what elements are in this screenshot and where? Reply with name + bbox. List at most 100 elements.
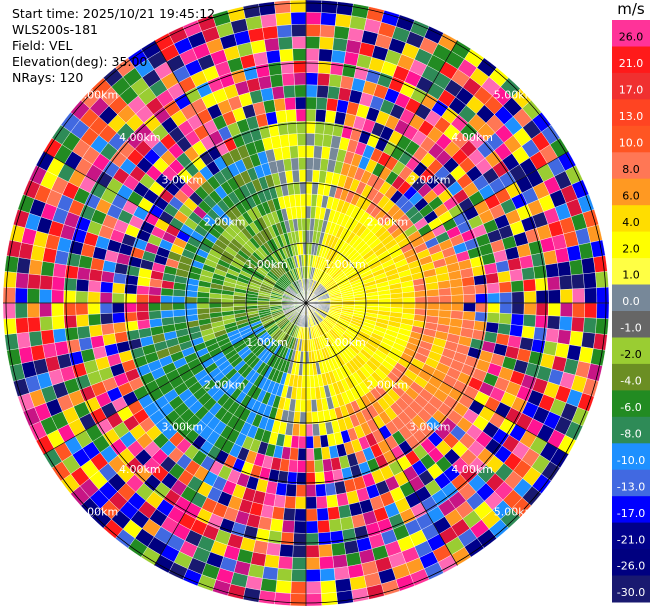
radar-gate bbox=[267, 530, 283, 545]
radar-gate bbox=[326, 97, 339, 112]
radar-gate bbox=[2, 286, 16, 304]
range-ring-label: 5.00km bbox=[77, 506, 119, 519]
radar-gate bbox=[305, 448, 315, 461]
radar-gate bbox=[534, 277, 549, 292]
radar-gate bbox=[137, 319, 151, 330]
radar-gate bbox=[288, 133, 298, 147]
radar-gate bbox=[333, 566, 350, 581]
radar-gate bbox=[100, 312, 114, 325]
radar-gate bbox=[63, 314, 78, 329]
colorbar-tick-label: 13.0 bbox=[619, 110, 644, 123]
radar-gate bbox=[510, 313, 525, 326]
radar-gate bbox=[328, 73, 343, 88]
radar-gate bbox=[331, 542, 347, 557]
radar-gate bbox=[310, 399, 318, 413]
radar-gate bbox=[305, 484, 317, 498]
radar-gate bbox=[271, 85, 285, 100]
radar-gate bbox=[27, 273, 41, 290]
range-ring-label: 4.00km bbox=[119, 463, 161, 476]
radar-gate bbox=[136, 293, 149, 304]
radar-gate bbox=[297, 448, 307, 461]
radar-gate bbox=[584, 302, 598, 319]
radar-gate bbox=[438, 295, 452, 304]
radar-gate bbox=[593, 255, 608, 273]
radar-gate bbox=[337, 504, 352, 519]
radar-gate bbox=[265, 49, 281, 64]
radar-gate bbox=[260, 578, 278, 593]
radar-gate bbox=[497, 323, 512, 336]
radar-gate bbox=[329, 61, 345, 76]
radar-gate bbox=[88, 324, 103, 338]
radar-gate bbox=[75, 278, 90, 292]
radar-gate bbox=[290, 581, 307, 595]
radar-gate bbox=[233, 302, 246, 307]
radar-gate bbox=[511, 291, 525, 304]
radar-gate bbox=[172, 309, 186, 318]
radar-gate bbox=[343, 539, 360, 555]
radar-gate bbox=[507, 257, 522, 272]
radar-gate bbox=[51, 302, 65, 317]
radar-gate bbox=[294, 508, 307, 522]
colorbar-tick-label: -26.0 bbox=[617, 560, 645, 573]
radar-gate bbox=[99, 302, 113, 314]
radar-gate bbox=[521, 266, 536, 281]
radar-gate bbox=[39, 288, 52, 304]
radar-gate bbox=[583, 317, 597, 334]
radar-gate bbox=[87, 291, 101, 304]
colorbar-tick-label: -30.0 bbox=[617, 586, 645, 599]
colorbar-tick-label: -1.0 bbox=[620, 322, 641, 335]
range-ring-label: 1.00km bbox=[324, 336, 366, 349]
radar-gate bbox=[571, 316, 585, 333]
radar-gate bbox=[294, 193, 302, 207]
radar-gate bbox=[6, 348, 22, 367]
radar-gate bbox=[522, 314, 537, 328]
radar-gate bbox=[16, 257, 31, 275]
radar-gate bbox=[293, 532, 307, 546]
range-ring-label: 5.00km bbox=[494, 506, 536, 519]
radar-gate bbox=[27, 302, 40, 318]
radar-gate bbox=[276, 568, 293, 582]
radar-gate bbox=[252, 539, 269, 555]
colorbar-tick-label: 4.0 bbox=[622, 216, 640, 229]
radar-gate bbox=[510, 280, 525, 293]
radar-gate bbox=[305, 0, 323, 13]
radar-gate bbox=[336, 590, 354, 605]
radar-gate bbox=[319, 568, 336, 582]
radar-gate bbox=[485, 272, 500, 285]
radar-gate bbox=[523, 302, 537, 316]
radar-gate bbox=[301, 218, 307, 231]
range-ring-label: 3.00km bbox=[409, 173, 451, 186]
colorbar-tick-label: -8.0 bbox=[620, 428, 641, 441]
radar-gate bbox=[542, 340, 558, 357]
radar-gate bbox=[112, 312, 126, 324]
range-ring-label: 2.00km bbox=[367, 216, 409, 229]
radar-gate bbox=[328, 518, 343, 533]
radar-gate bbox=[75, 302, 89, 316]
radar-gate bbox=[148, 310, 162, 320]
radar-gate bbox=[172, 302, 186, 311]
radar-gate bbox=[295, 206, 302, 219]
radar-gate bbox=[148, 286, 162, 296]
radar-gate bbox=[499, 292, 513, 304]
radar-gate bbox=[461, 276, 475, 287]
radar-gate bbox=[312, 435, 322, 449]
radar-gate bbox=[462, 285, 476, 295]
radar-gate bbox=[339, 516, 355, 531]
radar-gate bbox=[569, 259, 584, 276]
radar-gate bbox=[557, 329, 572, 345]
radar-gate bbox=[595, 318, 609, 335]
radar-gate bbox=[569, 330, 584, 347]
radar-gate bbox=[596, 286, 610, 304]
radar-gate bbox=[296, 460, 307, 473]
radar-gate bbox=[54, 340, 70, 357]
radar-gate bbox=[378, 298, 391, 304]
range-ring-label: 2.00km bbox=[204, 378, 246, 391]
radar-gate bbox=[295, 108, 307, 122]
radar-gate bbox=[315, 109, 327, 123]
radar-gate bbox=[450, 310, 464, 320]
radar-gate bbox=[305, 24, 321, 37]
radar-gate bbox=[305, 387, 312, 401]
radar-gate bbox=[291, 169, 300, 183]
radar-gate bbox=[112, 282, 126, 294]
radar-gate bbox=[63, 290, 77, 304]
